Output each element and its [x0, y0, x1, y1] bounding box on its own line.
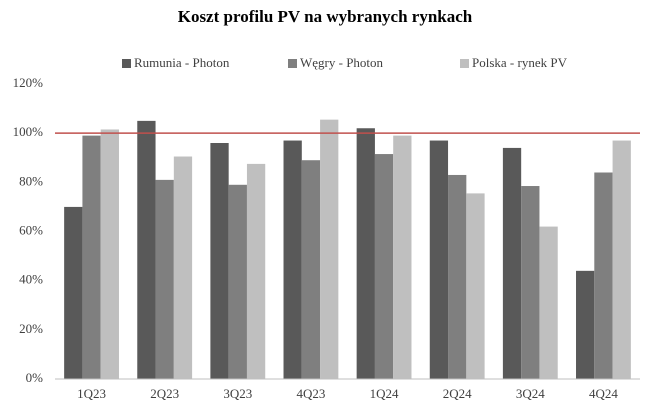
x-tick-label: 2Q23: [150, 386, 179, 401]
bar: [246, 163, 266, 379]
bar: [521, 186, 540, 379]
x-tick-label: 2Q24: [443, 386, 472, 401]
x-tick-label: 1Q24: [370, 386, 399, 401]
bar: [301, 160, 321, 379]
legend-swatch: [460, 59, 469, 68]
y-tick-label: 0%: [26, 370, 44, 385]
bar: [137, 120, 156, 379]
bar: [374, 154, 394, 379]
bar: [502, 147, 522, 379]
bar: [612, 140, 631, 379]
y-tick-label: 120%: [13, 75, 44, 90]
x-tick-label: 3Q24: [516, 386, 545, 401]
x-tick-label: 1Q23: [77, 386, 106, 401]
legend-label: Polska - rynek PV: [472, 55, 568, 70]
legend-label: Węgry - Photon: [300, 55, 384, 70]
y-tick-label: 40%: [19, 272, 43, 287]
y-tick-label: 20%: [19, 321, 43, 336]
bar: [228, 184, 247, 379]
bar: [210, 143, 229, 379]
bar: [466, 193, 485, 379]
y-tick-label: 60%: [19, 222, 43, 237]
y-tick-label: 80%: [19, 173, 43, 188]
bar: [539, 226, 558, 379]
bar: [576, 270, 595, 379]
legend-swatch: [122, 59, 131, 68]
bar: [429, 140, 449, 379]
bar: [594, 172, 613, 379]
bar: [100, 129, 119, 379]
x-tick-label: 3Q23: [223, 386, 252, 401]
bar: [393, 135, 412, 379]
bar: [155, 179, 174, 379]
legend-swatch: [288, 59, 297, 68]
bar: [320, 119, 339, 379]
bar: [356, 128, 375, 379]
x-tick-label: 4Q23: [296, 386, 325, 401]
bar: [283, 140, 302, 379]
legend-label: Rumunia - Photon: [134, 55, 230, 70]
bar: [448, 174, 467, 379]
chart-title: Koszt profilu PV na wybranych rynkach: [178, 7, 473, 26]
bar: [64, 206, 83, 379]
bar: [82, 135, 101, 379]
bar: [173, 156, 193, 379]
y-tick-label: 100%: [13, 124, 44, 139]
x-tick-label: 4Q24: [589, 386, 618, 401]
